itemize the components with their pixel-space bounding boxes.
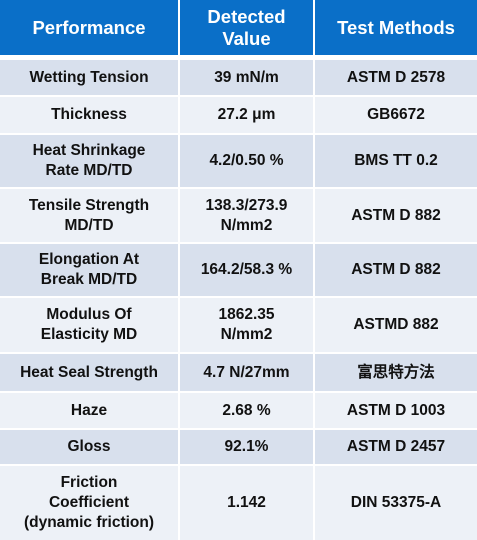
table-cell: 1.142 bbox=[180, 466, 313, 540]
header-cell: Performance bbox=[0, 0, 178, 55]
table-cell: 27.2 μm bbox=[180, 97, 313, 133]
table-cell: Heat Shrinkage Rate MD/TD bbox=[0, 135, 178, 187]
header-cell: Detected Value bbox=[180, 0, 313, 55]
table-cell: 4.7 N/27mm bbox=[180, 354, 313, 391]
table-cell: Thickness bbox=[0, 97, 178, 133]
table-cell: ASTM D 1003 bbox=[315, 393, 477, 428]
table-cell: Wetting Tension bbox=[0, 60, 178, 95]
table-cell: DIN 53375-A bbox=[315, 466, 477, 540]
table-cell: 164.2/58.3 % bbox=[180, 244, 313, 296]
table-cell: ASTMD 882 bbox=[315, 298, 477, 352]
table-cell: 4.2/0.50 % bbox=[180, 135, 313, 187]
table-cell: ASTM D 2578 bbox=[315, 60, 477, 95]
table-cell: Gloss bbox=[0, 430, 178, 464]
table-cell: BMS TT 0.2 bbox=[315, 135, 477, 187]
table-cell: 富思特方法 bbox=[315, 354, 477, 391]
table-cell: 1862.35 N/mm2 bbox=[180, 298, 313, 352]
table-cell: GB6672 bbox=[315, 97, 477, 133]
table-cell: 138.3/273.9 N/mm2 bbox=[180, 189, 313, 242]
table-cell: Modulus Of Elasticity MD bbox=[0, 298, 178, 352]
table-cell: ASTM D 882 bbox=[315, 244, 477, 296]
table-cell: Tensile Strength MD/TD bbox=[0, 189, 178, 242]
table-cell: 39 mN/m bbox=[180, 60, 313, 95]
header-cell: Test Methods bbox=[315, 0, 477, 55]
table-cell: Heat Seal Strength bbox=[0, 354, 178, 391]
table-cell: ASTM D 882 bbox=[315, 189, 477, 242]
table-cell: 2.68 % bbox=[180, 393, 313, 428]
table-cell: ASTM D 2457 bbox=[315, 430, 477, 464]
table-cell: Haze bbox=[0, 393, 178, 428]
table-cell: 92.1% bbox=[180, 430, 313, 464]
table-cell: Elongation At Break MD/TD bbox=[0, 244, 178, 296]
table-cell: Friction Coefficient (dynamic friction) bbox=[0, 466, 178, 540]
